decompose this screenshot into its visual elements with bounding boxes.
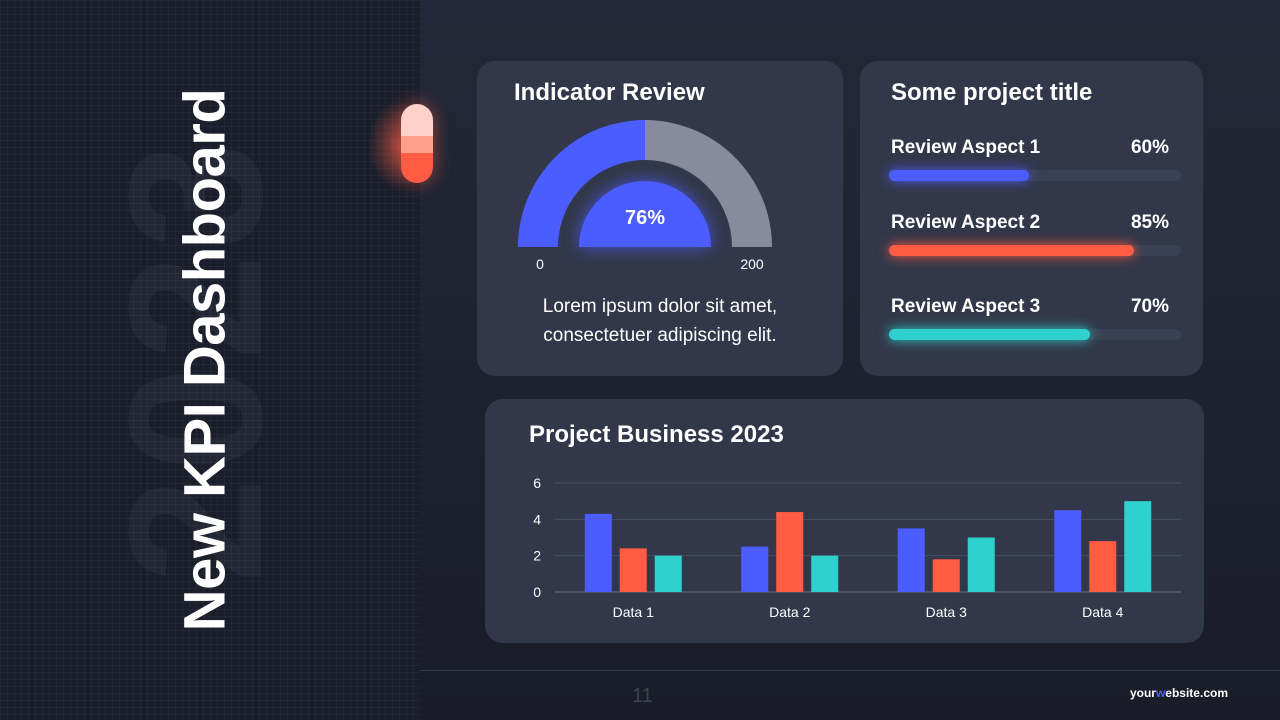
- bar: [1054, 510, 1082, 592]
- indicator-review-title: Indicator Review: [514, 79, 705, 106]
- progress-track: [889, 329, 1181, 340]
- bar-chart: 0 2 4 6 Data 1 Data 2 Data 3 Data 4: [533, 475, 1181, 620]
- y-tick-label: 6: [533, 475, 541, 491]
- x-tick-label: Data 4: [1082, 604, 1123, 620]
- project-business-card: Project Business 2023 0 2 4 6 Data 1 Data 2 Da…: [485, 399, 1204, 643]
- chart-title: Project Business 2023: [529, 421, 784, 448]
- bar: [619, 548, 647, 592]
- gauge-description-line-2: consectetuer adipiscing elit.: [543, 325, 777, 346]
- project-progress-card: Some project title Review Aspect 1 60% R…: [860, 61, 1203, 376]
- bar: [654, 555, 682, 592]
- bar: [1089, 541, 1117, 592]
- progress-track: [889, 170, 1181, 181]
- page-number: 11: [632, 685, 653, 707]
- bar: [584, 513, 612, 592]
- progress-value: 85%: [1130, 212, 1169, 233]
- gauge-center-disc: [579, 181, 711, 247]
- gauge-fill: [518, 120, 645, 247]
- indicator-review-card: Indicator Review 76% 0 200 Lorem ipsum d…: [477, 61, 843, 376]
- bar: [811, 555, 839, 592]
- bar: [741, 546, 769, 592]
- gauge-chart: 76% 0 200: [518, 120, 772, 272]
- gauge-percent-label: 76%: [625, 207, 665, 229]
- website-link[interactable]: yourwebsite.com: [1130, 686, 1228, 700]
- project-progress-title: Some project title: [891, 79, 1093, 106]
- slide-title: New KPI Dashboard: [172, 88, 238, 632]
- gauge-description-line-1: Lorem ipsum dolor sit amet,: [542, 296, 778, 317]
- progress-fill: [889, 170, 1030, 181]
- website-prefix: your: [1129, 686, 1156, 700]
- progress-fill: [889, 329, 1091, 340]
- progress-label: Review Aspect 2: [891, 212, 1041, 233]
- progress-value: 70%: [1130, 296, 1169, 317]
- progress-fill: [889, 245, 1135, 256]
- x-tick-label: Data 3: [926, 604, 967, 620]
- bar: [932, 559, 960, 592]
- gauge-track: [645, 120, 772, 247]
- title-panel: 2023 New KPI Dashboard: [0, 0, 420, 720]
- bar: [1124, 501, 1152, 592]
- progress-label: Review Aspect 1: [891, 137, 1041, 158]
- gauge-max-label: 200: [740, 256, 764, 272]
- y-tick-label: 4: [533, 511, 541, 527]
- footer-divider: [420, 670, 1280, 671]
- y-tick-label: 2: [533, 548, 541, 564]
- progress-label: Review Aspect 3: [891, 296, 1041, 317]
- gauge-description: Lorem ipsum dolor sit amet, consectetuer…: [497, 292, 823, 350]
- progress-value: 60%: [1130, 137, 1169, 158]
- website-accent: w: [1155, 686, 1166, 700]
- x-tick-label: Data 1: [613, 604, 654, 620]
- bar: [967, 537, 995, 592]
- bar: [776, 512, 804, 592]
- gauge-min-label: 0: [536, 256, 544, 272]
- x-tick-label: Data 2: [769, 604, 810, 620]
- bar: [897, 528, 925, 592]
- pill-decoration: [401, 104, 433, 183]
- website-suffix: ebsite.com: [1165, 686, 1228, 700]
- y-tick-label: 0: [533, 584, 541, 600]
- progress-track: [889, 245, 1181, 256]
